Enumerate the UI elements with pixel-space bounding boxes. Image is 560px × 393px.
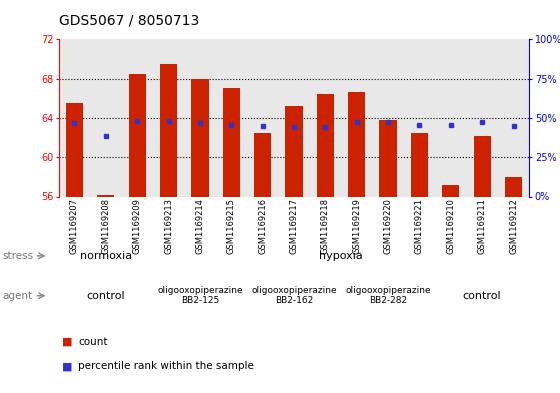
Text: ■: ■ xyxy=(62,337,72,347)
Bar xyxy=(286,106,302,196)
Text: oligooxopiperazine
BB2-125: oligooxopiperazine BB2-125 xyxy=(157,286,242,305)
Bar xyxy=(160,64,177,196)
Bar xyxy=(192,79,208,196)
Text: count: count xyxy=(78,337,108,347)
Bar xyxy=(505,177,522,196)
Bar xyxy=(348,92,365,196)
Text: control: control xyxy=(463,291,501,301)
Text: ■: ■ xyxy=(62,361,72,371)
Bar xyxy=(254,132,271,196)
Text: oligooxopiperazine
BB2-162: oligooxopiperazine BB2-162 xyxy=(251,286,337,305)
Bar xyxy=(317,94,334,196)
Bar xyxy=(474,136,491,196)
Bar xyxy=(129,73,146,196)
Text: GDS5067 / 8050713: GDS5067 / 8050713 xyxy=(59,14,199,28)
Bar xyxy=(380,120,396,196)
Text: oligooxopiperazine
BB2-282: oligooxopiperazine BB2-282 xyxy=(346,286,431,305)
Bar xyxy=(442,185,459,196)
Bar xyxy=(411,132,428,196)
Text: percentile rank within the sample: percentile rank within the sample xyxy=(78,361,254,371)
Text: control: control xyxy=(87,291,125,301)
Text: agent: agent xyxy=(3,291,33,301)
Bar xyxy=(66,103,83,196)
Text: normoxia: normoxia xyxy=(80,251,132,261)
Text: hypoxia: hypoxia xyxy=(319,251,363,261)
Text: stress: stress xyxy=(3,251,34,261)
Bar xyxy=(97,195,114,196)
Bar xyxy=(223,88,240,196)
